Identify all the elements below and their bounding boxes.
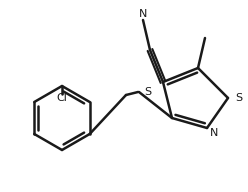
Text: S: S <box>235 93 242 103</box>
Text: Cl: Cl <box>57 93 67 103</box>
Text: N: N <box>210 128 218 138</box>
Text: N: N <box>139 9 147 19</box>
Text: S: S <box>144 87 151 97</box>
